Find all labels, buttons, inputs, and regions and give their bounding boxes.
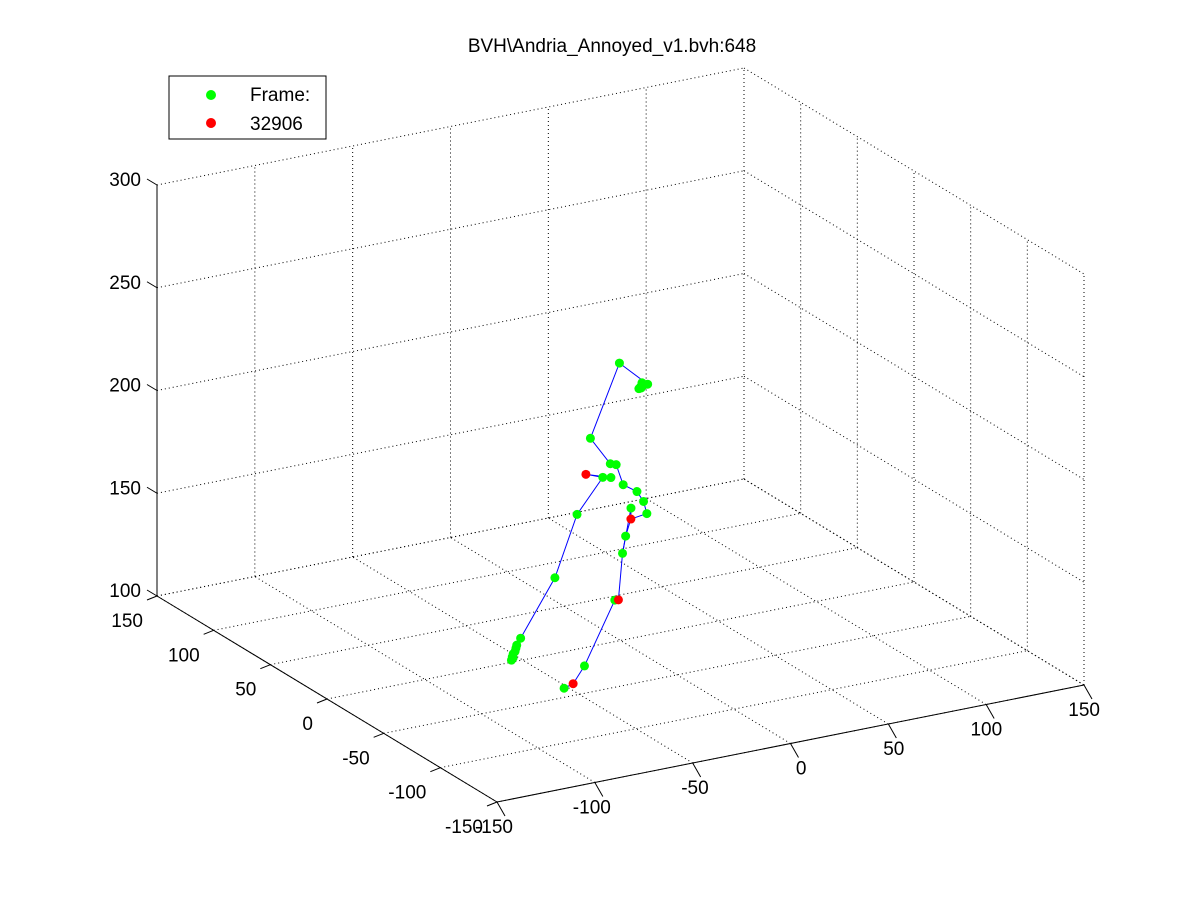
x-tick-label: 150 xyxy=(1068,700,1100,721)
z-tick-mark xyxy=(146,384,158,391)
joint-point-green xyxy=(606,473,616,483)
grid-line-sidewall-z xyxy=(743,273,1085,480)
x-tick-label: -50 xyxy=(681,778,708,799)
legend-box xyxy=(168,75,327,140)
x-tick-mark xyxy=(985,704,995,719)
x-tick-label: 50 xyxy=(883,739,904,760)
z-tick-label: 250 xyxy=(109,273,141,294)
joint-point-green xyxy=(621,531,631,541)
grid-line-floor-x xyxy=(254,576,596,783)
y-tick-mark xyxy=(260,664,271,670)
grid-line-sidewall-z xyxy=(743,67,1085,275)
joint-point-green xyxy=(611,460,621,470)
joint-point-red xyxy=(568,679,578,689)
y-tick-label: -150 xyxy=(445,817,483,838)
x-tick-label: 0 xyxy=(796,759,807,780)
x-tick-label: -100 xyxy=(573,798,611,819)
grid-line-floor-x xyxy=(548,517,889,725)
x-tick-mark xyxy=(887,723,897,739)
y-tick-label: 150 xyxy=(111,611,143,632)
y-tick-mark xyxy=(486,801,498,807)
joint-point-green xyxy=(550,573,560,583)
joint-point-green xyxy=(585,433,595,443)
joint-point-red xyxy=(613,595,623,605)
joint-point-red xyxy=(581,469,591,479)
z-tick-mark xyxy=(146,281,158,289)
joint-point-green xyxy=(639,496,649,506)
legend-marker-value xyxy=(206,118,216,128)
y-tick-mark xyxy=(430,767,441,773)
x-tick-mark xyxy=(692,762,702,778)
joint-point-green xyxy=(638,381,648,391)
bone-chain-0 xyxy=(589,362,649,465)
joint-point-green xyxy=(642,509,652,519)
x-tick-mark xyxy=(496,801,506,817)
y-tick-mark xyxy=(316,698,328,704)
joint-point-green xyxy=(572,509,582,519)
y-tick-mark xyxy=(373,732,384,738)
z-tick-label: 100 xyxy=(109,581,141,602)
joint-point-red xyxy=(626,514,636,524)
joint-point-green xyxy=(559,683,569,693)
joint-point-green xyxy=(618,548,628,558)
joint-markers xyxy=(506,358,653,693)
joint-point-green xyxy=(632,487,642,497)
joint-point-green xyxy=(614,358,624,368)
legend-label-frame: Frame: xyxy=(250,85,310,106)
bone-chain-3 xyxy=(563,518,632,689)
axis-layer xyxy=(146,178,1093,817)
skeleton-bones xyxy=(514,362,649,689)
y-tick-label: 50 xyxy=(235,680,256,701)
joint-point-green xyxy=(598,472,608,482)
x-tick-mark xyxy=(790,743,799,758)
grid-line-floor-y xyxy=(213,512,801,631)
x-tick-mark xyxy=(1083,684,1093,700)
z-tick-mark xyxy=(146,178,158,186)
grid-line-floor-x xyxy=(450,537,791,744)
joint-point-green xyxy=(579,661,589,671)
bone-chain-1 xyxy=(514,473,611,652)
y-tick-label: -100 xyxy=(388,783,426,804)
legend-label-value: 32906 xyxy=(250,114,303,135)
grid-line-floor-x xyxy=(352,556,693,764)
x-tick-label: -150 xyxy=(475,817,513,838)
y-tick-mark xyxy=(203,629,214,635)
legend-marker-frame xyxy=(206,90,216,100)
grid-line-floor-y xyxy=(270,547,858,666)
joint-point-green xyxy=(618,480,628,490)
y-tick-mark xyxy=(146,595,158,601)
z-tick-mark xyxy=(146,589,158,597)
z-tick-label: 300 xyxy=(109,170,141,191)
y-tick-label: 100 xyxy=(168,645,200,666)
y-tick-label: -50 xyxy=(342,748,369,769)
z-tick-label: 150 xyxy=(109,478,141,499)
grid-line-sidewall-z xyxy=(743,375,1085,583)
z-tick-label: 200 xyxy=(109,376,141,397)
grid-line-floor-x xyxy=(645,498,987,705)
tick-labels: -150 -100 -50 0 50 100 150 -150 -100 -50 0 50 100 150… xyxy=(109,170,1100,838)
grid-line-floor-y xyxy=(440,650,1028,769)
joint-point-green xyxy=(626,503,636,513)
joint-point-green xyxy=(516,633,526,643)
legend: Frame: 32906 xyxy=(168,75,327,140)
y-tick-label: 0 xyxy=(302,714,313,735)
z-tick-mark xyxy=(146,486,158,494)
joint-point-green xyxy=(508,653,518,663)
grid-layer xyxy=(156,67,1085,803)
x-tick-label: 100 xyxy=(970,720,1002,741)
grid-line-backwall-z xyxy=(156,375,745,494)
chart-title: BVH\Andria_Annoyed_v1.bvh:648 xyxy=(468,36,756,57)
x-tick-mark xyxy=(594,782,604,797)
